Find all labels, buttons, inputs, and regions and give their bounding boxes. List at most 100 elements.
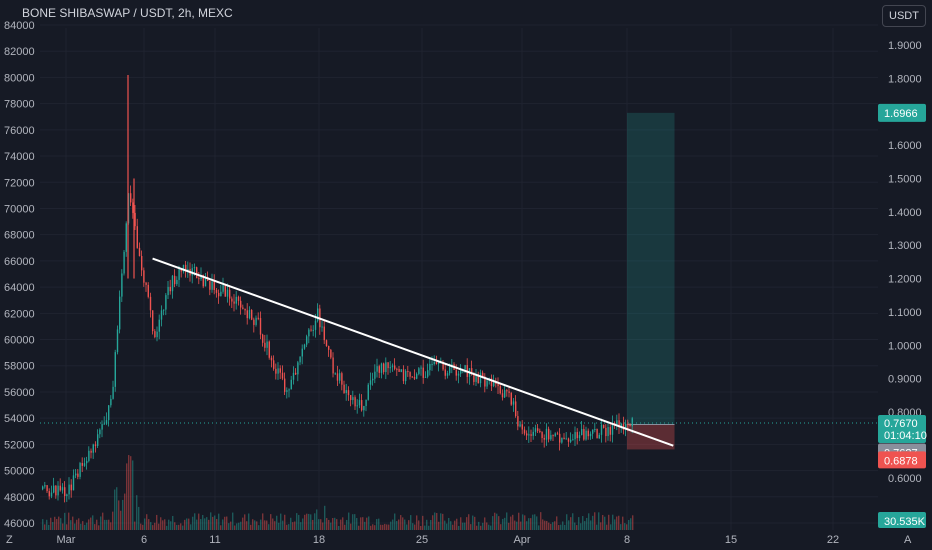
trendline-layer[interactable] bbox=[152, 257, 674, 447]
volume-bar bbox=[302, 518, 304, 530]
candle-body bbox=[559, 433, 561, 443]
candle-body bbox=[422, 367, 424, 378]
volume-bar bbox=[434, 512, 436, 530]
candle-body bbox=[130, 193, 132, 203]
candle-body bbox=[556, 433, 559, 435]
volume-bar bbox=[566, 514, 568, 530]
candle-body bbox=[202, 275, 204, 287]
volume-bar bbox=[230, 521, 232, 530]
candle-body bbox=[519, 424, 521, 427]
volume-bar bbox=[294, 521, 296, 530]
volume-bar bbox=[212, 516, 214, 530]
candle-body bbox=[138, 247, 141, 257]
grid bbox=[40, 24, 878, 530]
candle-body bbox=[631, 418, 633, 427]
volume-bar bbox=[536, 516, 538, 530]
candle-body bbox=[545, 428, 548, 440]
candle-body bbox=[259, 318, 262, 335]
candle-body bbox=[209, 280, 211, 290]
volume-bar bbox=[376, 519, 378, 530]
candle-body bbox=[330, 349, 332, 358]
candle-body bbox=[521, 424, 523, 430]
candle-body bbox=[246, 310, 248, 319]
candle-body bbox=[220, 291, 222, 297]
volume-bar bbox=[268, 524, 270, 530]
volume-bar bbox=[226, 516, 228, 530]
volume-bar bbox=[166, 525, 168, 530]
long-position-tool[interactable] bbox=[627, 112, 675, 450]
right-axis-tick: 1.4000 bbox=[888, 207, 922, 219]
volume-bar bbox=[290, 517, 292, 530]
candle-body bbox=[141, 256, 143, 271]
candle-body bbox=[345, 390, 347, 394]
candle-body bbox=[116, 329, 119, 353]
volume-bar bbox=[546, 520, 548, 530]
volume-bar bbox=[574, 522, 576, 530]
volume-bar bbox=[568, 520, 570, 530]
volume-bar bbox=[316, 509, 318, 530]
candle-body bbox=[618, 420, 620, 428]
candle-body bbox=[266, 341, 268, 348]
volume-bar bbox=[122, 499, 124, 530]
volume-bar bbox=[530, 518, 532, 530]
candle-body bbox=[420, 367, 422, 369]
candles bbox=[42, 75, 633, 503]
volume-bar bbox=[144, 518, 146, 530]
volume-bar bbox=[370, 525, 372, 530]
candle-body bbox=[270, 357, 273, 361]
volume-bar bbox=[246, 521, 248, 530]
volume-bar bbox=[324, 505, 326, 530]
volume-bar bbox=[90, 517, 92, 530]
volume-bar bbox=[458, 525, 460, 530]
volume-bar bbox=[214, 515, 216, 530]
candle-body bbox=[242, 307, 244, 309]
volume-bar bbox=[184, 519, 186, 530]
volume-bar bbox=[628, 519, 630, 530]
volume-bar bbox=[484, 517, 486, 530]
candle-body bbox=[48, 491, 50, 497]
candle-body bbox=[295, 372, 297, 375]
candle-body bbox=[235, 296, 237, 304]
candle-body bbox=[119, 296, 121, 330]
volume-bar bbox=[472, 515, 474, 530]
volume-bar bbox=[630, 518, 632, 530]
volume-bar bbox=[408, 520, 410, 530]
volume-bar bbox=[92, 515, 94, 530]
candle-body bbox=[352, 397, 354, 401]
candle-body bbox=[339, 373, 341, 381]
candle-body bbox=[574, 432, 576, 440]
candle-body bbox=[154, 331, 156, 338]
candle-body bbox=[110, 398, 112, 406]
volume-bar bbox=[362, 517, 364, 530]
currency-button[interactable]: USDT bbox=[882, 5, 926, 27]
volume-bar bbox=[272, 518, 274, 530]
volume-bar bbox=[46, 519, 48, 530]
last-price-tag: 0.7670 bbox=[884, 418, 918, 430]
candle-body bbox=[198, 278, 200, 280]
candle-body bbox=[171, 275, 174, 292]
candle-body bbox=[400, 369, 402, 372]
volume-bar bbox=[364, 521, 366, 530]
candle-body bbox=[187, 269, 189, 272]
candle-body bbox=[81, 463, 83, 466]
volume-bar bbox=[368, 516, 370, 530]
volume-bar bbox=[326, 518, 328, 530]
volume-bar bbox=[534, 514, 536, 530]
candle-body bbox=[611, 422, 614, 435]
volume-bar bbox=[306, 513, 308, 530]
volume-bar bbox=[250, 524, 252, 530]
volume-bar bbox=[378, 518, 380, 530]
volume-bar bbox=[512, 514, 514, 530]
x-axis-tick: 8 bbox=[624, 534, 630, 546]
right-axis-tick: 1.5000 bbox=[888, 173, 922, 185]
candle-body bbox=[297, 362, 299, 375]
candle-body bbox=[589, 433, 592, 437]
volume-bar bbox=[134, 521, 136, 530]
volume-bar bbox=[260, 519, 262, 530]
candle-body bbox=[178, 269, 180, 280]
candle-body bbox=[50, 492, 53, 497]
candle-body bbox=[218, 292, 220, 297]
volume-bar bbox=[234, 525, 236, 530]
stop-price-tag: 0.6878 bbox=[884, 455, 918, 467]
